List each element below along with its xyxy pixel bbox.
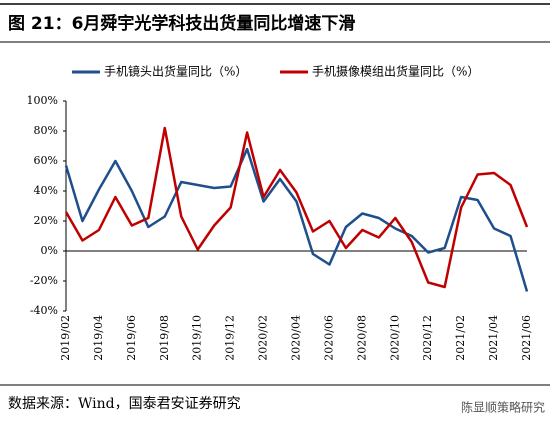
- x-tick-label: 2020/02: [257, 315, 270, 361]
- y-tick-label: 40%: [34, 184, 58, 197]
- y-tick-label: -20%: [30, 274, 58, 287]
- y-tick-label: -40%: [30, 304, 58, 317]
- legend-label: 手机摄像模组出货量同比（%）: [312, 64, 479, 79]
- x-tick-label: 2019/02: [59, 315, 72, 361]
- x-tick-label: 2020/08: [355, 315, 368, 361]
- x-tick-label: 2019/10: [191, 315, 204, 361]
- source: 数据来源：Wind，国泰君安证券研究: [8, 396, 241, 412]
- y-tick-label: 0%: [41, 244, 58, 257]
- x-tick-label: 2020/12: [421, 315, 434, 361]
- y-tick-label: 20%: [34, 214, 58, 227]
- x-tick-label: 2019/12: [224, 315, 237, 361]
- chart-title: 图 21：6月舜宇光学科技出货量同比增速下滑: [8, 13, 355, 34]
- x-tick-label: 2020/04: [290, 315, 303, 361]
- x-tick-label: 2020/10: [388, 315, 401, 361]
- line-series: [64, 126, 529, 289]
- x-tick-label: 2019/08: [158, 315, 171, 361]
- x-tick-label: 2021/02: [454, 315, 467, 361]
- y-tick-label: 60%: [34, 154, 58, 167]
- x-tick-label: 2021/06: [520, 315, 533, 361]
- legend-label: 手机镜头出货量同比（%）: [104, 64, 247, 79]
- x-tick-label: 2020/06: [322, 315, 335, 361]
- x-tick-label: 2021/04: [487, 315, 500, 361]
- x-tick-label: 2019/04: [92, 315, 105, 361]
- y-tick-label: 100%: [27, 94, 58, 107]
- line-series: [64, 147, 529, 292]
- watermark: 陈显顺策略研究: [461, 400, 545, 415]
- y-tick-label: 80%: [34, 124, 58, 137]
- x-tick-label: 2019/06: [125, 315, 138, 361]
